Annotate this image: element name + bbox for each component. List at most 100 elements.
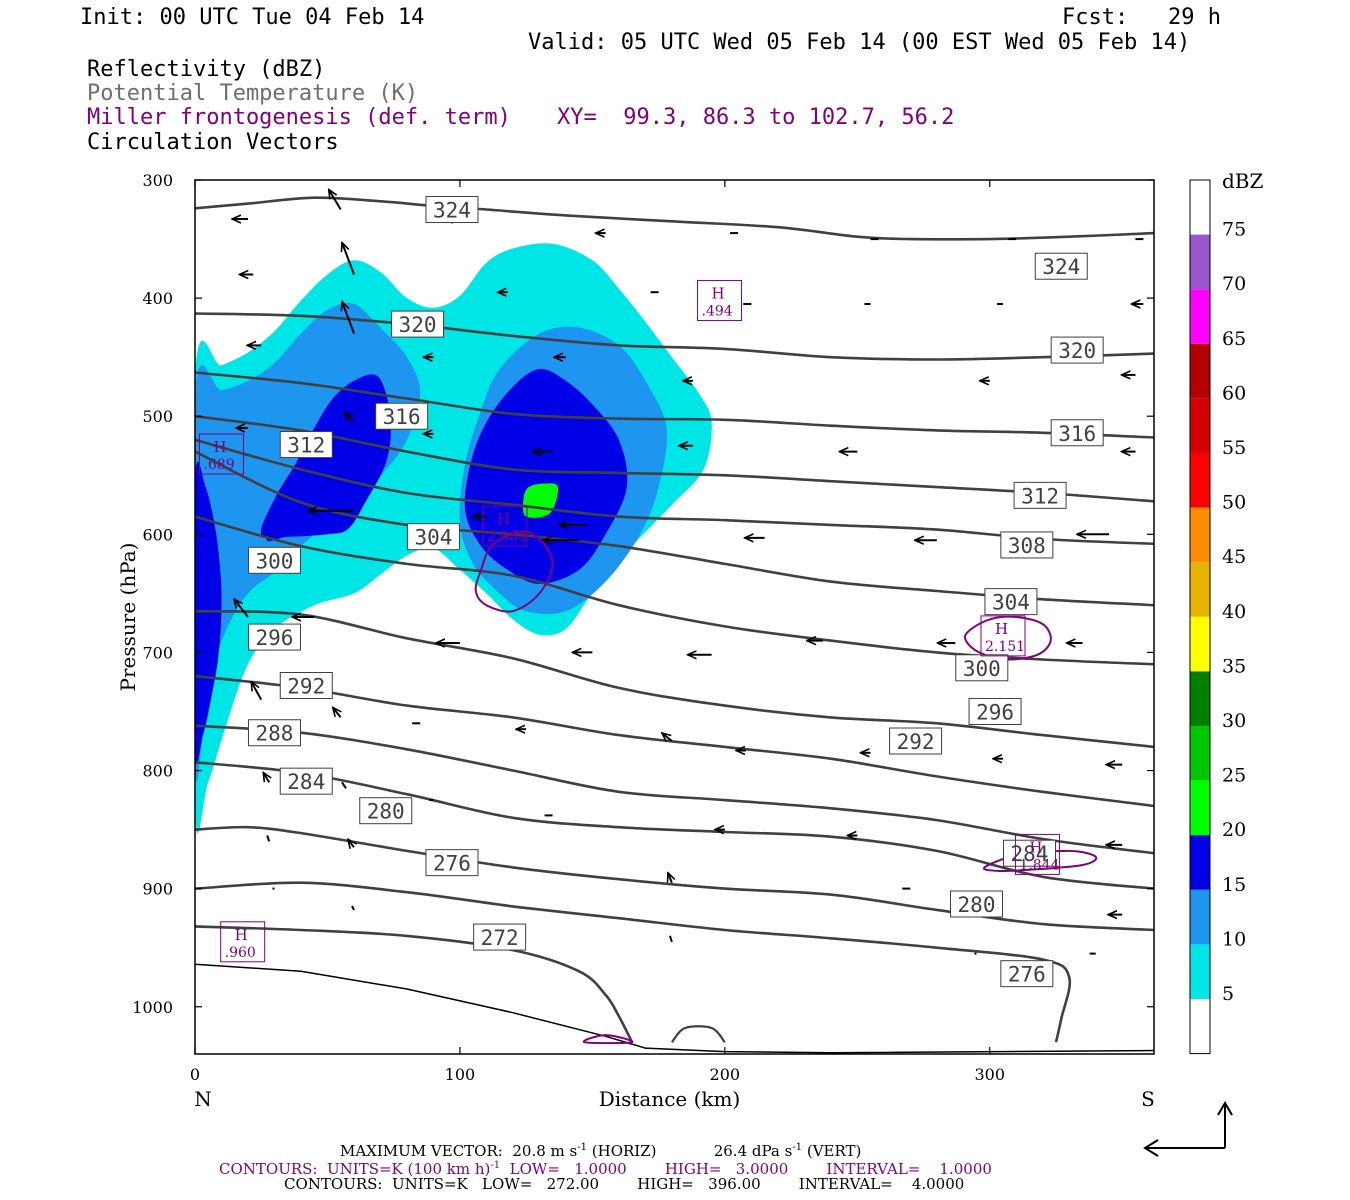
max-vector-note: MAXIMUM VECTOR: 20.8 m s-1 (HORIZ) 26.4 … bbox=[340, 1142, 862, 1160]
colorbar-swatch bbox=[1190, 398, 1210, 453]
theta-contour-272 bbox=[195, 925, 634, 1043]
circulation-vector bbox=[251, 682, 263, 701]
forecast-hour: Fcst: 29 h bbox=[1062, 5, 1221, 30]
contour-label-box bbox=[1050, 419, 1104, 447]
south-end-label: S bbox=[1141, 1087, 1155, 1111]
colorbar-swatch bbox=[1190, 944, 1210, 999]
colorbar-level-label: 15 bbox=[1222, 874, 1246, 896]
circulation-vector bbox=[348, 839, 354, 847]
legend-reflectivity: Reflectivity (dBZ) bbox=[87, 57, 326, 82]
init-time: Init: 00 UTC Tue 04 Feb 14 bbox=[80, 5, 425, 30]
circulation-vector bbox=[344, 412, 355, 423]
contour-label-300: 300 bbox=[256, 549, 294, 573]
colorbar-swatch bbox=[1190, 835, 1210, 890]
colorbar-level-label: 70 bbox=[1222, 273, 1246, 295]
contour-label-320: 320 bbox=[399, 313, 437, 337]
axes: 300 400 500 600 700 800 900 1000 0 100 200 300 Dista… bbox=[116, 171, 1155, 1111]
theta-contour-312 bbox=[195, 414, 1154, 503]
colorbar-level-label: 45 bbox=[1222, 546, 1246, 568]
theta-contour-308 bbox=[195, 438, 1154, 546]
contour-label-316: 316 bbox=[1058, 422, 1096, 446]
legend-vectors: Circulation Vectors bbox=[87, 130, 339, 155]
theta-contour-288 bbox=[195, 724, 1154, 855]
colorbar-frame bbox=[1189, 179, 1211, 1055]
plot-frame bbox=[194, 179, 1155, 1055]
contour-label-box bbox=[968, 697, 1022, 725]
y-tick-label: 700 bbox=[142, 643, 173, 662]
colorbar-level-label: 30 bbox=[1222, 710, 1246, 732]
circulation-vector bbox=[351, 905, 355, 911]
contour-label-box bbox=[1000, 531, 1054, 559]
frontogenesis-max-marker: H bbox=[497, 510, 510, 528]
colorbar-level-label: 5 bbox=[1222, 983, 1234, 1005]
colorbar-swatch bbox=[1190, 507, 1210, 563]
contour-label-box bbox=[279, 672, 333, 700]
frontogenesis-max-value: 2.151 bbox=[985, 639, 1025, 655]
contour-label-276: 276 bbox=[1008, 963, 1046, 987]
theta-contour-320 bbox=[195, 312, 1154, 361]
theta-contour-276 bbox=[195, 881, 1072, 1043]
contour-label-312: 312 bbox=[1021, 484, 1059, 508]
frontogenesis-max-box bbox=[697, 279, 743, 321]
contour-label-288: 288 bbox=[256, 722, 294, 746]
contour-label-box bbox=[391, 310, 445, 338]
reference-vector-icon bbox=[1143, 1101, 1233, 1157]
frontogenesis-max-marker: H bbox=[995, 620, 1008, 638]
circulation-vector bbox=[333, 707, 341, 719]
frontogenesis-max-marker: H bbox=[1029, 838, 1042, 856]
circulation-vector bbox=[266, 835, 271, 842]
frontogenesis-max-box bbox=[220, 921, 266, 963]
contour-label-284: 284 bbox=[1011, 842, 1049, 866]
y-tick-label: 500 bbox=[142, 407, 173, 426]
x-tick-label: 0 bbox=[190, 1065, 200, 1084]
legend-frontogenesis: Miller frontogenesis (def. term) bbox=[87, 105, 511, 130]
contour-label-box bbox=[1034, 252, 1088, 280]
theta-contour-316 bbox=[195, 371, 1154, 439]
contour-label-box bbox=[359, 797, 413, 825]
contour-label-280: 280 bbox=[367, 800, 405, 824]
contour-label-296: 296 bbox=[256, 626, 294, 650]
colorbar-swatch bbox=[1190, 453, 1210, 508]
colorbar-level-label: 55 bbox=[1222, 437, 1246, 459]
frontogenesis-contour bbox=[582, 1034, 634, 1045]
terrain-line bbox=[195, 963, 1154, 1054]
colorbar-swatch bbox=[1190, 343, 1210, 399]
x-tick-label: 300 bbox=[974, 1065, 1005, 1084]
colorbar: dBZ 75 70 65 60 55 50 45 40 35 30 25 20 15 10 5 bbox=[1189, 169, 1264, 1055]
frontogenesis-max-box bbox=[482, 505, 528, 547]
circulation-vectors bbox=[232, 190, 1144, 955]
x-tick-label: 100 bbox=[445, 1065, 476, 1084]
contour-label-320: 320 bbox=[1058, 339, 1096, 363]
contour-label-box bbox=[1050, 336, 1104, 364]
colorbar-level-label: 40 bbox=[1222, 601, 1246, 623]
contour-label-box bbox=[247, 623, 301, 651]
circulation-vector bbox=[668, 873, 672, 884]
contour-label-304: 304 bbox=[414, 526, 452, 550]
contour-label-300: 300 bbox=[963, 657, 1001, 681]
north-end-label: N bbox=[194, 1087, 212, 1111]
colorbar-swatch bbox=[1190, 289, 1210, 344]
reflectivity-15-dbz-region bbox=[195, 461, 222, 765]
contour-label-box bbox=[425, 849, 479, 877]
colorbar-level-label: 60 bbox=[1222, 382, 1246, 404]
contour-label-box bbox=[279, 767, 333, 795]
colorbar-swatch bbox=[1190, 562, 1210, 617]
colorbar-level-label: 35 bbox=[1222, 655, 1246, 677]
contour-label-312: 312 bbox=[287, 434, 325, 458]
frontogenesis-max-box bbox=[1014, 833, 1060, 875]
contour-label-308: 308 bbox=[1008, 534, 1046, 558]
y-tick-label: 800 bbox=[142, 762, 173, 781]
theta-contour-small bbox=[671, 1025, 726, 1043]
frontogenesis-max-value: .960 bbox=[225, 945, 256, 961]
frontogenesis-contour bbox=[963, 615, 1052, 661]
theta-contour-284 bbox=[195, 761, 1154, 890]
circulation-vector bbox=[668, 935, 673, 943]
frontogenesis-max-value: 2.084 bbox=[487, 529, 527, 545]
colorbar-swatch bbox=[1190, 889, 1210, 945]
colorbar-level-label: 20 bbox=[1222, 819, 1246, 841]
contour-label-324: 324 bbox=[433, 199, 471, 223]
colorbar-unit: dBZ bbox=[1222, 169, 1264, 193]
contour-label-box bbox=[950, 890, 1004, 918]
colorbar-swatch bbox=[1190, 780, 1210, 836]
